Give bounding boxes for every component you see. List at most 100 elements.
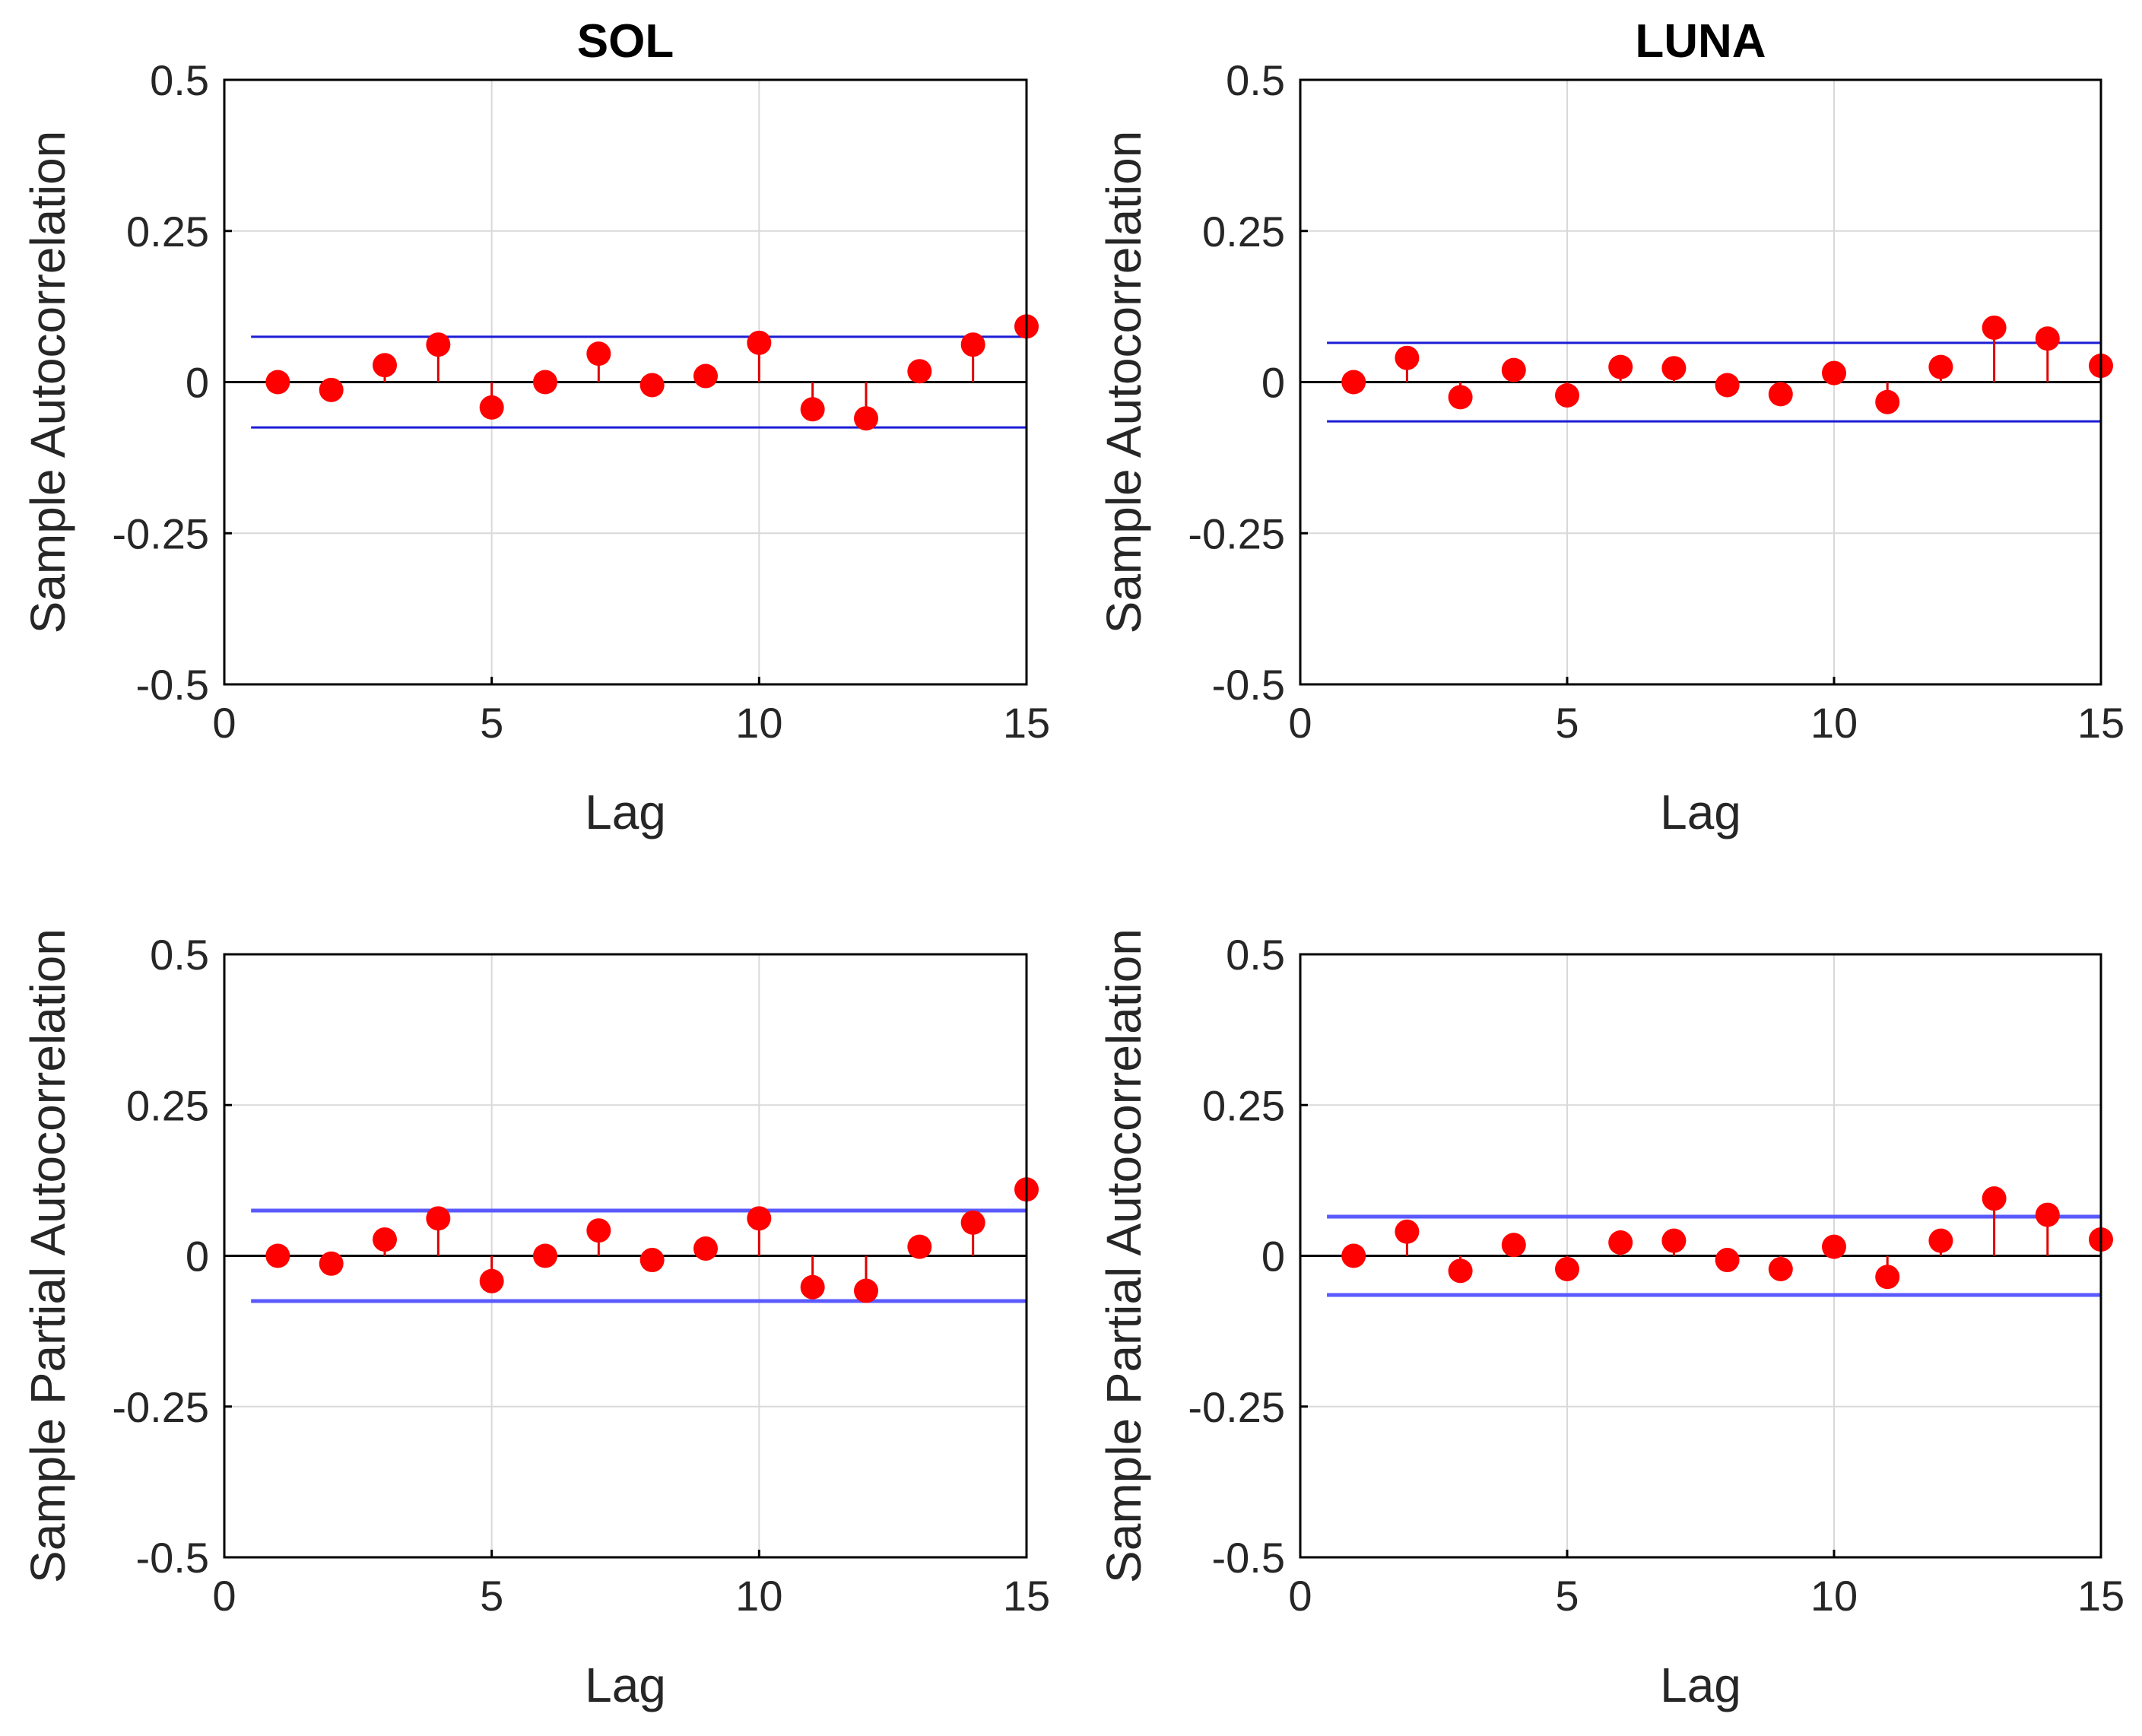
stem-marker — [373, 353, 397, 378]
stem-marker — [854, 406, 878, 431]
stem-marker — [1982, 315, 2007, 340]
stem-marker — [2035, 1202, 2060, 1227]
y-axis-label: Sample Partial Autocorrelation — [21, 928, 75, 1583]
stem-marker — [373, 1227, 397, 1252]
stem-marker — [1768, 382, 1793, 407]
panel-top-left: 0 5 10 15 0.5 0.25 0 -0.25 -0.5 Lag Sample Autocor… — [21, 15, 1050, 839]
y-axis-label: Sample Autocorrelation — [21, 131, 75, 634]
x-tick-label: 15 — [1003, 1572, 1050, 1620]
stem-marker — [479, 395, 504, 420]
stem-marker — [907, 1234, 932, 1259]
stem-marker — [1875, 1265, 1900, 1290]
chart-title: LUNA — [1635, 15, 1766, 68]
stem-marker — [1555, 1256, 1579, 1281]
x-tick-label: 5 — [480, 699, 503, 747]
stem-marker — [2035, 326, 2060, 351]
y-axis-label: Sample Autocorrelation — [1096, 131, 1151, 634]
x-tick-label: 10 — [735, 699, 782, 747]
stem-marker — [747, 330, 772, 355]
y-tick-label: 0.25 — [126, 1081, 209, 1129]
x-tick-label: 15 — [2077, 1572, 2125, 1620]
x-axis-label: Lag — [585, 1658, 666, 1712]
y-tick-label: 0.5 — [1226, 931, 1285, 979]
stem-marker — [1661, 356, 1687, 381]
stem-marker — [693, 363, 718, 389]
y-tick-label: 0.5 — [1226, 56, 1285, 104]
stem-marker — [907, 359, 932, 384]
stem-marker — [426, 332, 451, 357]
x-tick-label: 15 — [2077, 699, 2125, 747]
stem-marker — [479, 1268, 504, 1293]
stem-marker — [265, 1243, 290, 1268]
y-tick-label: 0 — [1261, 1233, 1285, 1281]
stem-marker — [586, 341, 611, 367]
x-tick-label: 0 — [212, 699, 236, 747]
stem-marker — [693, 1236, 718, 1261]
x-tick-label: 10 — [735, 1572, 782, 1620]
y-tick-label: -0.5 — [136, 1534, 210, 1582]
x-tick-label: 0 — [1288, 1572, 1312, 1620]
stem-marker — [319, 377, 344, 402]
y-tick-label: 0.25 — [126, 208, 209, 255]
stem-marker — [960, 332, 985, 357]
stem-marker — [319, 1251, 344, 1276]
stem-marker — [265, 370, 290, 395]
y-tick-label: -0.25 — [1188, 509, 1285, 557]
y-tick-label: 0 — [186, 1233, 209, 1281]
x-tick-label: 5 — [480, 1572, 503, 1620]
stem-marker — [1982, 1186, 2007, 1211]
stem-marker — [533, 1243, 557, 1268]
stem-marker — [1608, 354, 1633, 379]
stem-marker — [1341, 1243, 1366, 1268]
stem-marker — [1875, 389, 1900, 414]
stem-marker — [1501, 1233, 1526, 1258]
stem-marker — [586, 1218, 611, 1243]
y-tick-label: 0 — [1261, 359, 1285, 407]
y-tick-label: -0.5 — [1212, 1534, 1286, 1582]
chart-title: SOL — [577, 15, 674, 68]
panel-bottom-left: 0 5 10 15 0.5 0.25 0 -0.25 -0.5 Lag Sample Partial… — [21, 928, 1050, 1712]
stem-marker — [1395, 345, 1420, 370]
stem-marker — [426, 1206, 451, 1231]
stem-marker — [854, 1278, 878, 1303]
x-tick-label: 10 — [1810, 1572, 1858, 1620]
y-tick-label: 0.5 — [150, 931, 209, 979]
y-tick-label: 0.25 — [1202, 208, 1285, 255]
stem-marker — [639, 373, 665, 398]
stem-marker — [1608, 1230, 1633, 1255]
x-tick-label: 5 — [1555, 1572, 1579, 1620]
stem-marker — [639, 1248, 665, 1273]
stem-marker — [960, 1210, 985, 1235]
stem-marker — [1928, 1228, 1953, 1253]
stem-marker — [1501, 357, 1526, 382]
x-tick-label: 0 — [212, 1572, 236, 1620]
stem-marker — [1555, 382, 1579, 408]
stem-marker — [533, 370, 557, 395]
x-tick-label: 0 — [1288, 699, 1312, 747]
y-tick-label: 0.25 — [1202, 1081, 1285, 1129]
x-tick-label: 5 — [1555, 699, 1579, 747]
stem-marker — [747, 1206, 772, 1231]
x-axis-label: Lag — [1660, 785, 1741, 839]
y-tick-label: -0.25 — [1188, 1383, 1285, 1431]
stem-marker — [800, 397, 825, 422]
x-axis-label: Lag — [585, 785, 666, 839]
stem-marker — [1715, 373, 1740, 398]
y-tick-label: 0.5 — [150, 56, 209, 104]
panel-top-right: 0 5 10 15 0.5 0.25 0 -0.25 -0.5 Lag Sample Autocor… — [1096, 15, 2125, 839]
y-tick-label: 0 — [186, 359, 209, 407]
y-tick-label: -0.5 — [136, 661, 210, 709]
x-tick-label: 10 — [1810, 699, 1858, 747]
stem-marker — [1822, 1234, 1846, 1259]
x-axis-label: Lag — [1660, 1658, 1741, 1712]
y-tick-label: -0.5 — [1212, 661, 1286, 709]
stem-marker — [800, 1274, 825, 1300]
stem-marker — [1928, 354, 1953, 379]
stem-marker — [1715, 1248, 1740, 1273]
stem-marker — [1448, 385, 1473, 410]
y-tick-label: -0.25 — [112, 1383, 209, 1431]
stem-marker — [1822, 360, 1846, 386]
stem-marker — [1448, 1258, 1473, 1284]
stem-marker — [1395, 1219, 1420, 1244]
